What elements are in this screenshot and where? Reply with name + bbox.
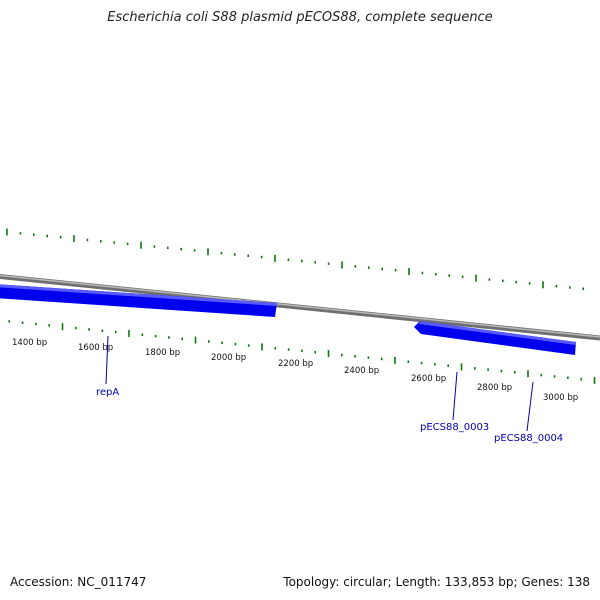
- ruler-label: 2800 bp: [477, 383, 512, 393]
- gene-arrow-highlight: [419, 321, 576, 345]
- ruler-labels: 1400 bp 1600 bp 1800 bp 2000 bp 2200 bp …: [12, 338, 578, 403]
- accession-label: Accession: NC_011747: [10, 575, 147, 589]
- sequence-summary: Topology: circular; Length: 133,853 bp; …: [283, 575, 590, 589]
- ruler-label: 2400 bp: [344, 366, 379, 376]
- gene-labels: repA pECS88_0003 pECS88_0004: [96, 387, 563, 444]
- map-title: Escherichia coli S88 plasmid pECOS88, co…: [107, 10, 493, 25]
- gene-label-pECS88_0003[interactable]: pECS88_0003: [420, 422, 489, 433]
- ruler-label: 2000 bp: [211, 353, 246, 363]
- ruler-label: 2200 bp: [278, 359, 313, 369]
- inner-tick-track: [8, 320, 596, 384]
- ruler-label: 1400 bp: [12, 338, 47, 348]
- gene-leader-pECS88_0003: [452, 371, 458, 421]
- ruler-label: 3000 bp: [543, 393, 578, 403]
- gene-label-repA[interactable]: repA: [96, 387, 119, 398]
- sequence-backbone-highlight: [0, 274, 600, 338]
- gene-arrow-pECS88_0003-0004[interactable]: [414, 321, 576, 355]
- gene-arrow-repA-highlight: [0, 284, 277, 306]
- ruler-label: 1600 bp: [78, 343, 113, 353]
- sequence-backbone: [0, 273, 600, 341]
- gene-leader-pECS88_0004: [526, 381, 534, 432]
- gene-label-pECS88_0004[interactable]: pECS88_0004: [494, 433, 563, 444]
- gene-leader-repA: [105, 335, 109, 385]
- ruler-label: 1800 bp: [145, 348, 180, 358]
- ruler-label: 2600 bp: [411, 374, 446, 384]
- outer-tick-track: [6, 228, 585, 290]
- gene-arrow-repA[interactable]: [0, 284, 277, 317]
